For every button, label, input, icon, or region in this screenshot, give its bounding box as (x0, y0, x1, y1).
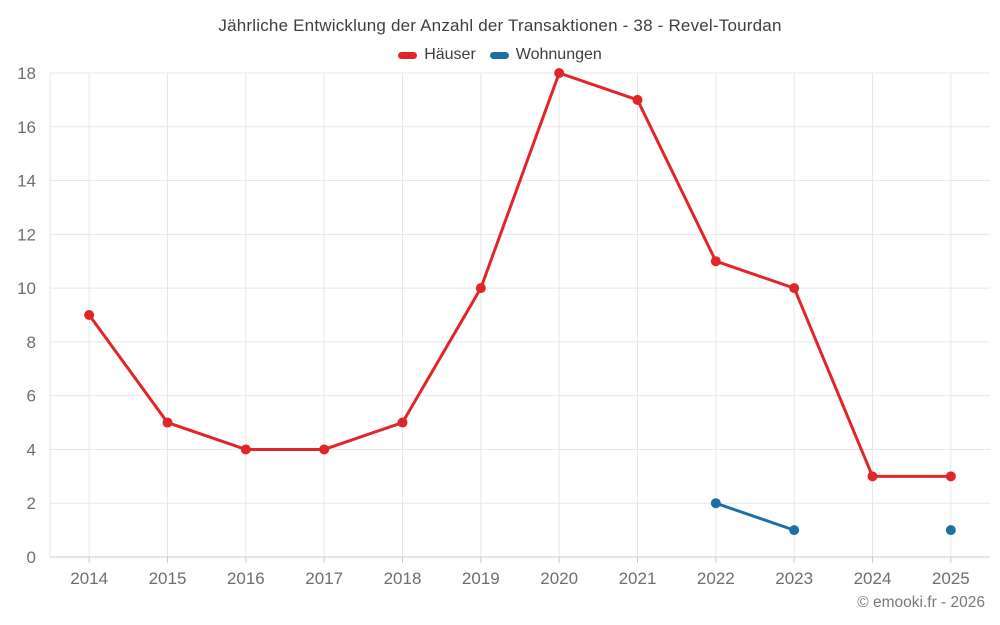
data-point-huser-2016[interactable] (240, 444, 251, 455)
x-axis-label: 2024 (854, 569, 892, 588)
x-axis-label: 2023 (775, 569, 813, 588)
data-point-huser-2020[interactable] (554, 68, 565, 78)
copyright-text: © emooki.fr - 2026 (857, 594, 985, 611)
data-point-huser-2021[interactable] (632, 94, 643, 105)
data-point-huser-2024[interactable] (867, 471, 878, 482)
x-axis-label: 2022 (697, 569, 735, 588)
data-point-huser-2015[interactable] (162, 417, 173, 428)
data-point-huser-2023[interactable] (789, 283, 800, 294)
data-point-huser-2018[interactable] (397, 417, 408, 428)
y-axis-label: 10 (17, 279, 36, 298)
x-axis-label: 2015 (149, 569, 187, 588)
wohnungen-series-swatch-icon (489, 51, 509, 59)
data-point-huser-2025[interactable] (945, 471, 956, 482)
data-point-huser-2014[interactable] (84, 310, 95, 320)
data-point-huser-2019[interactable] (475, 283, 486, 294)
y-axis-label: 0 (27, 548, 36, 567)
legend-item-hauser[interactable]: Häuser (398, 46, 476, 64)
legend-item-wohnungen[interactable]: Wohnungen (489, 46, 602, 64)
series-line-huser (87, 71, 953, 478)
y-axis-label: 18 (17, 64, 36, 83)
x-axis-label: 2018 (384, 569, 422, 588)
series-line-wohnungen (714, 501, 796, 532)
y-axis-label: 4 (27, 440, 36, 459)
x-axis-label: 2020 (540, 569, 578, 588)
data-point-wohnungen-2023[interactable] (789, 525, 800, 536)
y-axis-label: 16 (17, 118, 36, 137)
legend-label-hauser: Häuser (424, 46, 476, 63)
y-axis-label: 14 (17, 172, 36, 191)
x-axis-label: 2017 (305, 569, 343, 588)
x-axis-label: 2025 (932, 569, 970, 588)
data-point-huser-2022[interactable] (710, 256, 721, 267)
data-point-wohnungen-2025[interactable] (945, 525, 956, 536)
y-axis-label: 2 (27, 494, 36, 513)
chart-title: Jährliche Entwicklung der Anzahl der Tra… (218, 16, 782, 35)
y-axis-label: 12 (17, 225, 36, 244)
y-axis-label: 8 (27, 333, 36, 352)
x-axis-label: 2021 (619, 569, 657, 588)
x-axis-label: 2019 (462, 569, 500, 588)
x-axis-label: 2016 (227, 569, 265, 588)
chart-legend: Häuser Wohnungen (0, 46, 1000, 64)
x-axis-label: 2014 (70, 569, 108, 588)
y-axis-label: 6 (27, 387, 36, 406)
data-point-huser-2017[interactable] (319, 444, 330, 455)
hauser-series-swatch-icon (398, 51, 418, 59)
data-point-wohnungen-2022[interactable] (710, 498, 721, 509)
legend-label-wohnungen: Wohnungen (515, 46, 602, 63)
